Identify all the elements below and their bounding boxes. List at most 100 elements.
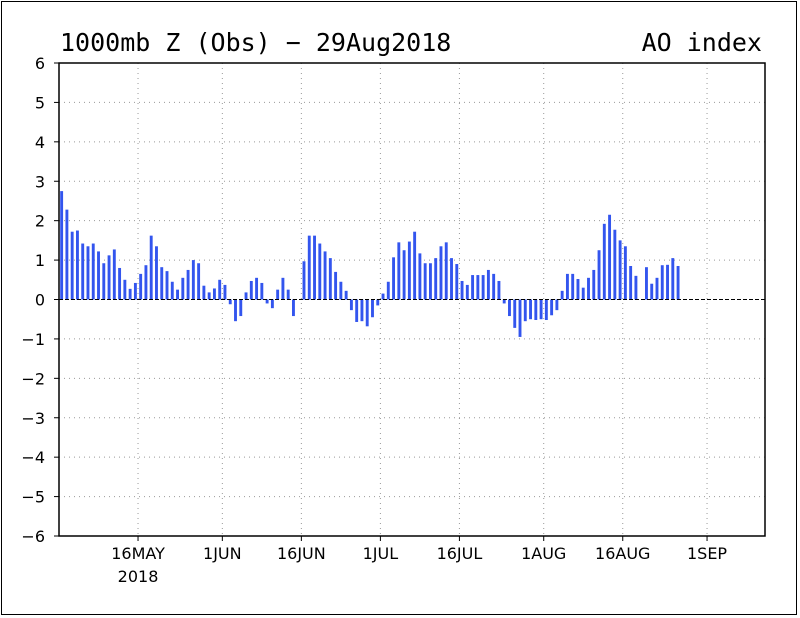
bar [186,269,190,300]
y-tick-label: 0 [35,291,45,310]
bar [65,209,69,300]
bar [386,281,390,300]
bar [645,267,648,300]
bar [223,284,227,300]
x-tick-label: 1AUG [521,544,566,563]
bar [139,273,143,300]
bar [160,267,164,300]
bar [86,246,90,300]
bar [91,243,95,300]
bar [339,281,343,300]
y-tick-label: −6 [21,527,45,546]
bar [218,279,222,300]
bar [307,235,311,300]
y-tick-label: −2 [21,369,45,388]
bar [286,289,290,300]
bar [176,289,179,300]
bar [476,275,480,300]
x-axis-ticks: 16MAY 2018 1JUN 16JUN 1JUL 16JUL 1AUG 16AUG 1SEP [111,536,727,586]
x-tick-label: 16JUN [277,544,326,563]
bar [328,258,332,300]
bar [260,282,264,300]
y-tick-label: −5 [21,488,45,507]
bar [465,284,469,300]
bar [565,273,569,300]
x-tick-label: 16AUG [595,544,650,563]
y-tick-label: 1 [35,251,45,270]
bar [560,290,564,300]
bar [486,269,490,300]
bar [349,299,353,311]
bar [450,258,453,300]
bar [676,265,680,300]
y-tick-label: −3 [21,409,45,428]
bar [355,299,359,322]
bar [123,279,127,300]
bar [228,299,232,305]
x-tick-year-label: 2018 [118,567,159,586]
bar [318,243,322,300]
bar [344,290,348,300]
bar [234,299,237,322]
bar [302,261,306,300]
bar [481,275,485,300]
bar [455,264,459,300]
bar [555,299,559,311]
bar [392,257,396,300]
bar [434,258,438,300]
bar [576,279,580,300]
bar [281,277,285,300]
x-tick-label: 1SEP [687,544,727,563]
bar [133,282,137,300]
bar [502,299,506,304]
bar [471,275,475,300]
bar [276,289,280,300]
x-tick-label: 1JUL [363,544,399,563]
bar [592,269,596,300]
bar [239,299,243,317]
bar [360,299,364,322]
y-tick-label: 3 [35,172,45,191]
bar [413,231,417,300]
chart-title: 1000mb Z (Obs) − 29Aug2018 [60,28,451,57]
bar [313,235,316,300]
bar [439,246,443,300]
bar [655,277,659,300]
bar [571,273,575,300]
bar [128,288,132,300]
bar [513,299,517,328]
bar [602,223,606,300]
x-tick-label: 16JUL [437,544,483,563]
bar [371,299,374,318]
bar [207,292,211,300]
bar [212,288,216,300]
bar [270,299,274,309]
bar [508,299,511,317]
y-tick-label: −1 [21,330,45,349]
bar [666,264,669,300]
bar [202,285,206,300]
bar [423,263,427,300]
bar [587,277,590,300]
bar [60,191,64,300]
y-tick-label: 6 [35,54,45,73]
bar [650,283,654,300]
bar [529,299,532,320]
bar [70,231,74,300]
bar [397,242,401,300]
bar [181,277,185,300]
bar [539,299,543,320]
bar [334,271,338,300]
bar [497,280,501,300]
y-tick-label: 5 [35,93,45,112]
y-tick-label: −4 [21,448,45,467]
y-tick-label: 2 [35,212,45,231]
bar [581,287,585,300]
bar [407,241,411,300]
bar [292,299,295,317]
bar [97,251,100,300]
bar [460,280,464,300]
bar [249,280,253,300]
